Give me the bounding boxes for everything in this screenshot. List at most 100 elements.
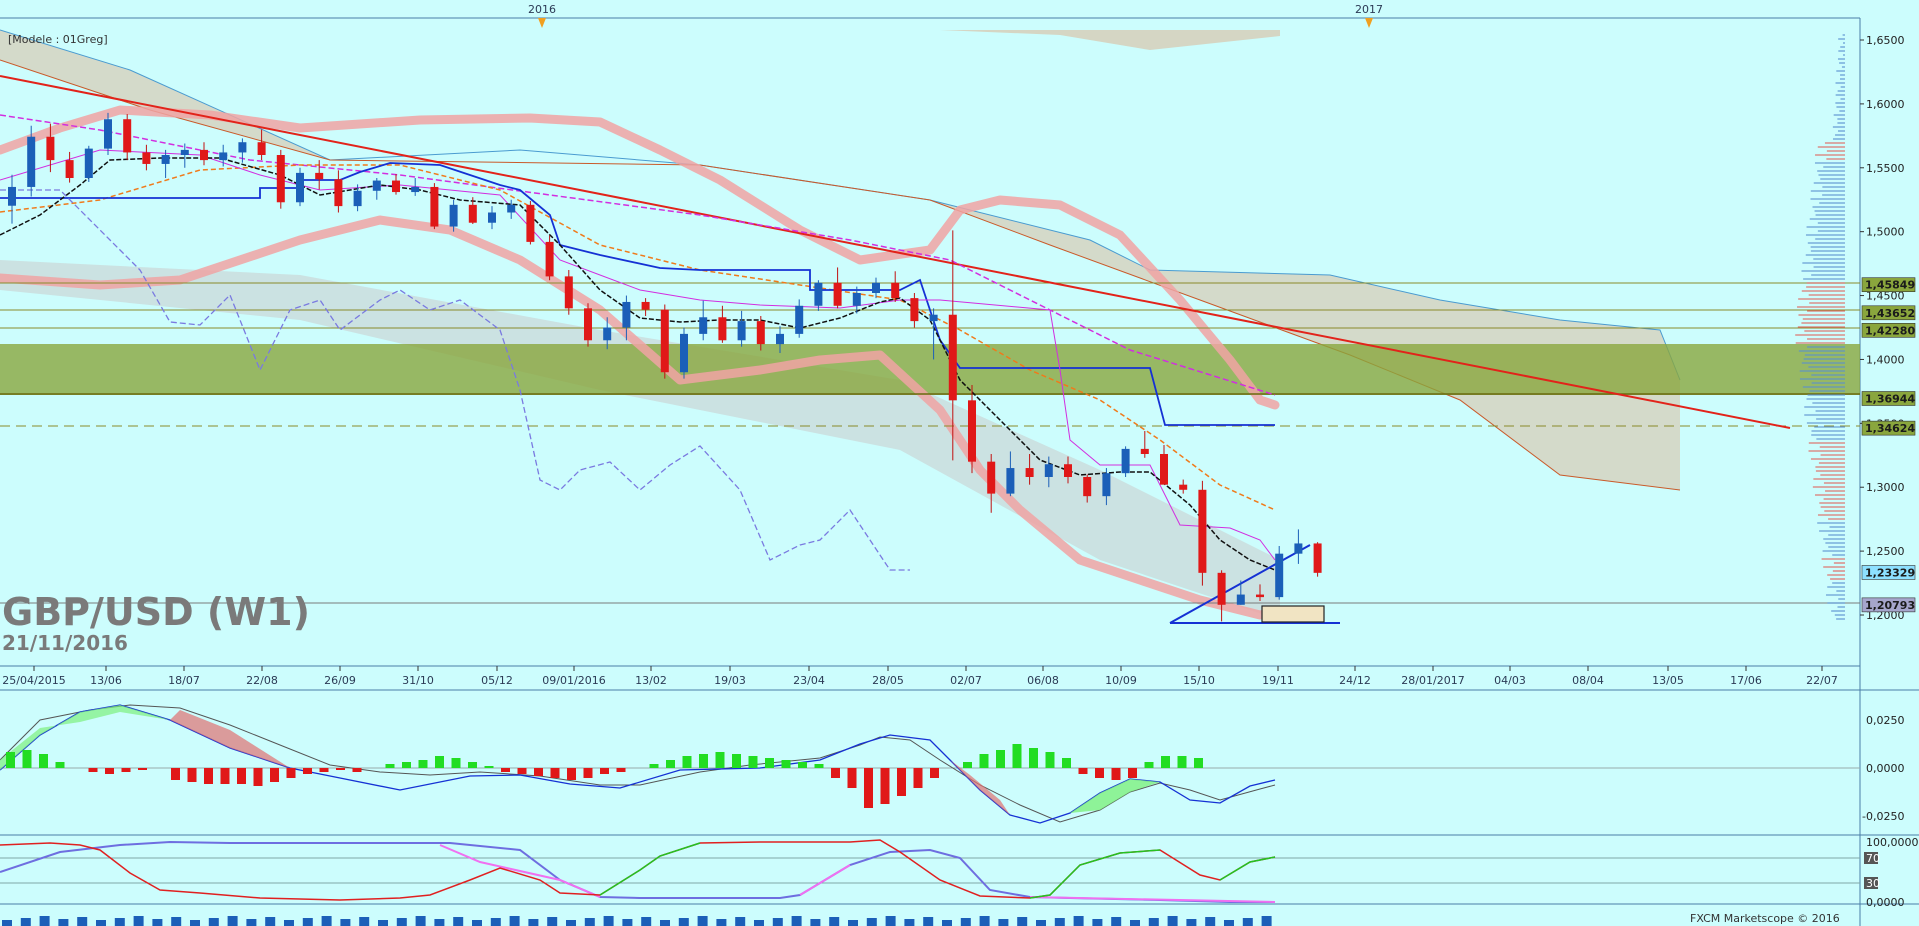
candle-body [65,160,74,178]
macd-hist-bar [798,762,807,768]
chart-title: GBP/USD (W1) [2,590,310,634]
macd-hist-bar [484,766,494,768]
indicator-overlays [0,29,1860,624]
chikou-line [0,189,910,571]
macd-hist-bar [319,768,329,772]
volume-bar [415,916,426,926]
volume-bar [622,919,633,926]
candle-body [622,301,631,328]
y-tick-label: 1,5500 [1866,162,1905,175]
macd-fill-green-2 [1070,779,1160,813]
macd-hist-bar [237,768,246,784]
x-tick-label: 13/06 [90,674,122,687]
x-tick-label: 15/10 [1183,674,1215,687]
macd-hist-bar [1128,768,1137,778]
volume-bar [58,919,69,926]
volume-bar [848,920,858,926]
resistance-zone [0,344,1860,395]
volume-bar [1261,916,1272,926]
candle-body [507,204,516,213]
ichimoku-cloud-top [940,30,1280,50]
volume-bar [735,917,746,926]
candle-body [1275,553,1284,598]
candle-body [1006,468,1015,494]
x-tick-label: 18/07 [168,674,200,687]
candle-body [411,186,420,193]
volume-bar [1224,920,1234,926]
volume-bar [396,918,407,926]
osc-30-tag-bg [1864,877,1878,889]
volume-bar [866,918,877,926]
macd-hist-bar [699,754,708,768]
macd-hist-bar [1012,744,1022,768]
trendline-red [0,75,1791,429]
macd-hist-bar [913,768,923,788]
macd-hist-bar [55,762,65,768]
volume-bar [378,920,388,926]
macd-hist-bar [204,768,213,784]
x-tick-label: 04/03 [1494,674,1526,687]
macd-hist-bar [39,754,48,768]
candle-body [564,276,573,309]
candle-body [372,180,381,191]
macd-axis-top: 0,0250 [1866,714,1905,727]
year-marker-arrow-2017 [1365,18,1373,28]
candle-body [276,155,285,203]
x-axis-labels: 25/04/2015 13/06 18/07 22/08 26/09 31/10 05/12… [2,666,1838,687]
volume-bar [697,916,708,926]
x-tick-label: 17/06 [1730,674,1762,687]
volume-bar [114,918,125,926]
osc-axis-70: 70 [1866,852,1880,865]
x-tick-label: 13/05 [1652,674,1684,687]
candle-body [161,155,170,164]
candle-body [315,172,324,180]
candle-body [1198,489,1207,573]
candle-body [123,119,132,153]
volume-bar [265,917,276,926]
macd-hist-bar [6,752,15,768]
macd-hist-bar [847,768,857,788]
x-tick-label: 22/07 [1806,674,1838,687]
volume-bar [923,917,934,926]
candle-body [430,186,439,227]
candle-body [8,186,16,206]
volume-bar [1036,920,1046,926]
volume-bar [509,916,520,926]
channel-upper [1169,544,1311,624]
macd-hist-bar [649,764,659,768]
year-marker-2016: 2016 [528,3,556,16]
macd-hist-bar [121,768,131,772]
candle-body [929,314,938,322]
volume-bar [772,918,783,926]
candle-body [910,298,919,322]
tenkan-line [0,149,1276,561]
macd-hist-bar [402,762,411,768]
macd-hist-bar [616,768,626,772]
x-tick-label: 28/01/2017 [1401,674,1464,687]
macd-hist-bar [385,764,395,768]
volume-bar [829,917,840,926]
macd-hist-bar [22,750,32,768]
macd-hist-bar [105,768,114,774]
y-tick-label: 1,4000 [1866,353,1905,366]
volume-bar [453,917,464,926]
volume-bar [716,919,727,926]
macd-hist-bar [666,760,675,768]
volume-bar [904,919,915,926]
x-tick-label: 08/04 [1572,674,1604,687]
candle-body [27,136,36,187]
candle-body [104,119,112,149]
price-level-tag [1861,391,1916,406]
price-level-tags: 1,45849 1,43652 1,42280 1,36944 1,34624 1,233… [1861,277,1916,613]
candle-body [200,149,208,161]
x-tick-label: 05/12 [481,674,513,687]
volume-bar [302,918,313,926]
macd-hist-bar [187,768,197,782]
macd-axis-zero: 0,0000 [1866,762,1905,775]
macd-hist-bar [1144,762,1154,768]
candle-body [180,149,189,155]
macd-hist-bar [303,768,312,774]
volume-bar [490,918,501,926]
macd-hist-bar [286,768,296,778]
volume-bar [1017,917,1028,926]
